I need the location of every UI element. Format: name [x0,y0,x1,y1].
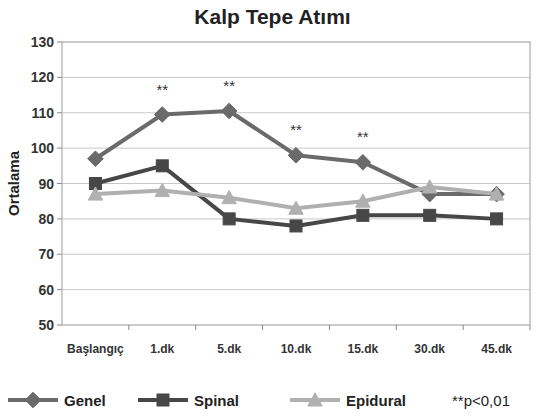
x-tick-mark [396,325,397,330]
annotation: ** [357,128,369,145]
footnote: **p<0,01 [452,392,510,409]
data-point [489,187,503,200]
y-tick-label: 120 [31,69,55,85]
x-tick-label: Başlangıç [67,342,124,356]
tick-mark [57,42,62,43]
y-tick-label: 110 [31,105,54,121]
y-tick-label: 50 [38,317,54,333]
tick-mark [57,289,62,290]
data-point [221,103,237,119]
data-point [88,151,104,167]
data-point [357,209,369,221]
y-tick-label: 60 [38,282,54,298]
grid-line [62,112,530,113]
x-tick-label: 45.dk [481,342,512,356]
y-tick-label: 130 [31,34,55,50]
tick-mark [57,112,62,113]
x-tick-label: 30.dk [414,342,445,356]
data-point [88,187,102,200]
grid-line [62,289,530,290]
data-point [290,220,302,232]
x-tick-mark [329,325,330,330]
tick-mark [57,218,62,219]
legend-marker [308,393,322,406]
y-axis-label: Ortalama [5,150,22,216]
tick-mark [57,325,62,326]
y-tick-label: 100 [31,140,55,156]
x-tick-label: 1.dk [150,342,174,356]
annotation: ** [290,121,302,138]
tick-mark [57,183,62,184]
title: Kalp Tepe Atımı [194,5,350,28]
legend-label: Spinal [194,392,239,409]
y-tick-label: 90 [38,176,54,192]
grid-line [62,42,530,43]
legend-label: Epidural [346,392,406,409]
series-line [95,166,496,226]
data-point [491,213,503,225]
y-tick-label: 70 [38,246,54,262]
grid-line [62,254,530,255]
x-tick-label: 5.dk [217,342,241,356]
series-line [95,111,496,194]
y-tick-label: 80 [38,211,54,227]
data-point [356,194,370,207]
x-tick-label: 10.dk [281,342,312,356]
grid-line [62,77,530,78]
legend-label: Genel [64,392,106,409]
x-tick-mark [463,325,464,330]
data-point [288,147,304,163]
chart: Kalp Tepe Atımı Ortalama 50 60 70 80 90 100 110 1… [0,0,545,420]
data-point [423,180,437,193]
data-point [355,154,371,170]
data-point [156,160,168,172]
tick-mark [57,148,62,149]
tick-mark [57,77,62,78]
annotation: ** [223,77,235,94]
x-tick-mark [195,325,196,330]
x-tick-mark [530,325,531,330]
legend-marker [157,394,169,406]
data-point [289,201,303,214]
plot-frame [62,42,530,325]
grid-line [62,325,530,326]
x-tick-mark [128,325,129,330]
tick-mark [57,254,62,255]
x-tick-label: 15.dk [348,342,379,356]
legend-marker [25,392,41,408]
data-point [222,190,236,203]
grid-line [62,183,530,184]
annotation: ** [156,81,168,98]
data-point [223,213,235,225]
data-point [155,183,169,196]
x-tick-mark [262,325,263,330]
plot-area [88,103,505,232]
data-point [154,107,170,123]
data-point [424,209,436,221]
